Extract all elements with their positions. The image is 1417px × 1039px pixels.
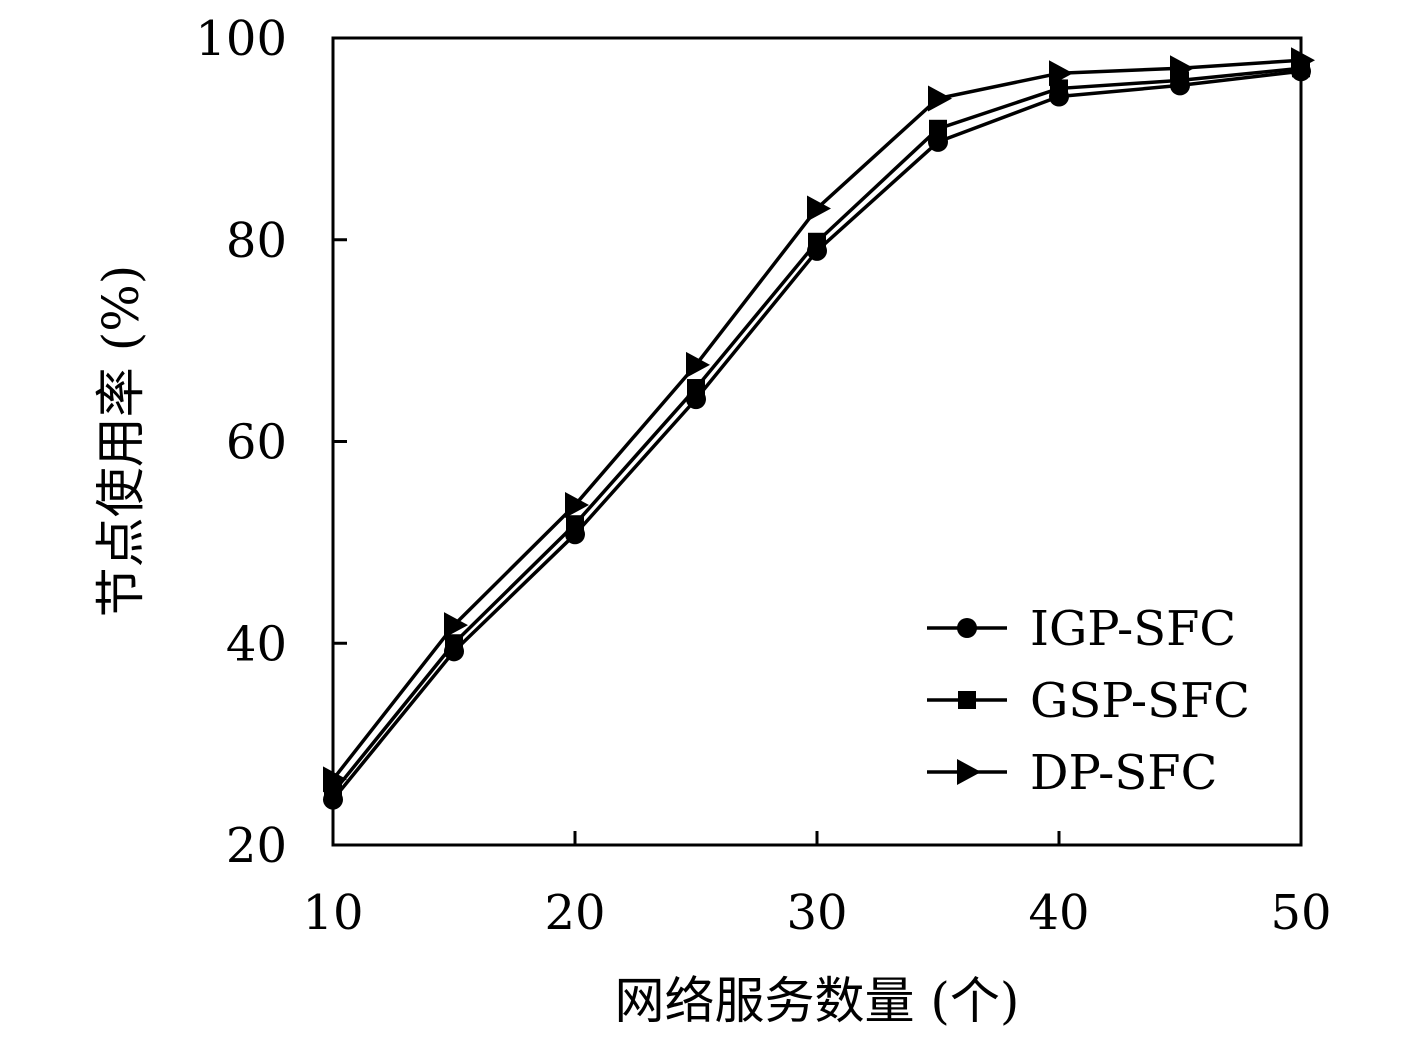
data-point	[1291, 47, 1315, 74]
data-point	[807, 195, 831, 222]
legend-marker	[957, 759, 981, 785]
y-tick-label: 80	[226, 213, 287, 269]
data-point	[1049, 60, 1073, 87]
y-tick-label: 40	[226, 616, 287, 672]
data-point	[1050, 79, 1068, 98]
data-point	[566, 515, 584, 534]
data-point	[686, 351, 710, 378]
y-tick-label: 20	[226, 818, 287, 874]
data-point	[444, 612, 468, 639]
x-tick-label: 50	[1270, 885, 1331, 941]
y-tick-label: 60	[226, 415, 287, 471]
series-line	[331, 58, 1302, 781]
data-point	[928, 85, 952, 112]
data-point	[445, 634, 463, 653]
x-axis-title: 网络服务数量 (个)	[615, 972, 1020, 1030]
data-point	[929, 119, 947, 138]
y-axis: 20 40 60 80 100	[195, 11, 347, 874]
series-dp-sfc	[323, 47, 1315, 793]
data-point	[323, 766, 347, 793]
data-point	[687, 379, 705, 398]
legend-marker	[957, 618, 977, 638]
x-tick-label: 30	[786, 885, 847, 941]
x-tick-label: 10	[302, 885, 363, 941]
legend-label: DP-SFC	[1030, 745, 1217, 801]
legend: IGP-SFC GSP-SFC DP-SFC	[927, 601, 1250, 801]
x-tick-label: 20	[544, 885, 605, 941]
y-tick-label: 100	[195, 11, 287, 67]
legend-item: IGP-SFC	[927, 601, 1236, 657]
x-tick-label: 40	[1028, 885, 1089, 941]
legend-marker	[958, 691, 976, 709]
data-point	[808, 232, 826, 251]
legend-item: GSP-SFC	[927, 673, 1250, 729]
legend-label: GSP-SFC	[1030, 673, 1250, 729]
data-point	[1170, 55, 1194, 82]
data-point	[565, 492, 589, 519]
series-layer	[323, 47, 1315, 810]
legend-item: DP-SFC	[927, 745, 1217, 801]
y-axis-title: 节点使用率 (%)	[92, 265, 150, 617]
x-axis: 10 20 30 40 50	[302, 831, 1332, 941]
legend-label: IGP-SFC	[1030, 601, 1236, 657]
